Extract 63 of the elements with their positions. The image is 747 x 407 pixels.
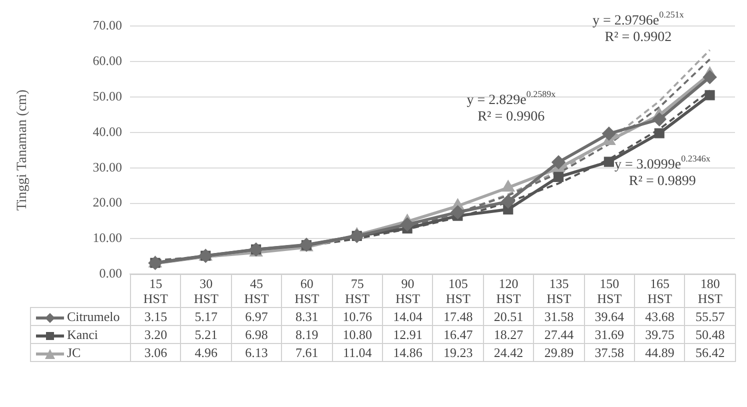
y-tick-label: 0.00 [99,266,122,281]
data-label: 20.51 [483,308,534,326]
data-label: 14.04 [382,308,433,326]
data-label: 56.42 [684,344,736,362]
data-label: 4.96 [180,344,232,362]
x-tick-label: 150 HST [597,276,622,306]
data-label: 5.17 [180,308,232,326]
legend-label: Citrumelo [30,308,130,326]
annotation: R² = 0.9902 [604,30,672,45]
data-label: 14.86 [382,344,433,362]
x-tick-label: 120 HST [496,276,521,306]
data-label: 31.58 [534,308,584,326]
x-tick-label: 60 HST [294,276,320,306]
y-axis-title: Tinggi Tanaman (cm) [15,89,30,211]
data-label: 3.15 [130,308,181,326]
y-tick-label: 10.00 [92,230,122,246]
data-label: 19.23 [432,344,484,362]
data-label: 37.58 [584,344,635,362]
data-label: 10.80 [332,326,383,344]
x-tick-label: 135 HST [546,276,572,306]
y-tick-label: 50.00 [92,88,122,104]
data-label: 10.76 [332,308,383,326]
data-label: 43.68 [634,308,685,326]
y-tick-label: 20.00 [92,194,122,210]
data-label: 7.61 [282,344,332,362]
x-tick-label: 15 HST [143,276,168,306]
data-label: 6.13 [231,344,282,362]
data-label: 24.42 [483,344,534,362]
x-tick-label: 30 HST [194,276,218,306]
data-label: 17.48 [432,308,484,326]
data-label: 27.44 [534,326,584,344]
y-tick-label: 40.00 [92,124,122,139]
x-tick-label: 45 HST [244,276,269,306]
x-tick-label: 105 HST [446,276,470,306]
data-label: 18.27 [483,326,534,344]
data-label: 31.69 [584,326,635,344]
x-tick-label: 90 HST [395,276,420,306]
data-label: 3.06 [130,344,181,362]
data-label: 12.91 [382,326,433,344]
legend-label: JC [30,344,130,362]
data-label: 50.48 [684,326,736,344]
annotation: R² = 0.9899 [628,174,696,189]
data-label: 5.21 [180,326,232,344]
x-tick-label: 165 HST [647,276,672,306]
y-tick-label: 60.00 [92,52,122,68]
data-label: 55.57 [684,308,736,326]
y-tick-label: 70.00 [92,17,122,32]
legend-label: Kanci [30,326,130,344]
y-tick-label: 30.00 [92,159,122,174]
x-tick-label: 180 HST [698,276,722,306]
data-label: 39.64 [584,308,635,326]
data-label: 8.19 [282,326,332,344]
data-label: 39.75 [634,326,685,344]
data-label: 6.97 [231,308,282,326]
data-label: 6.98 [231,326,282,344]
data-label: 8.31 [282,308,332,326]
annotation: R² = 0.9906 [478,109,545,124]
data-label: 44.89 [634,344,685,362]
data-label: 29.89 [534,344,584,362]
data-label: 16.47 [432,326,484,344]
x-tick-label: 75 HST [345,276,370,306]
data-label: 3.20 [130,326,181,344]
data-label: 11.04 [332,344,383,362]
